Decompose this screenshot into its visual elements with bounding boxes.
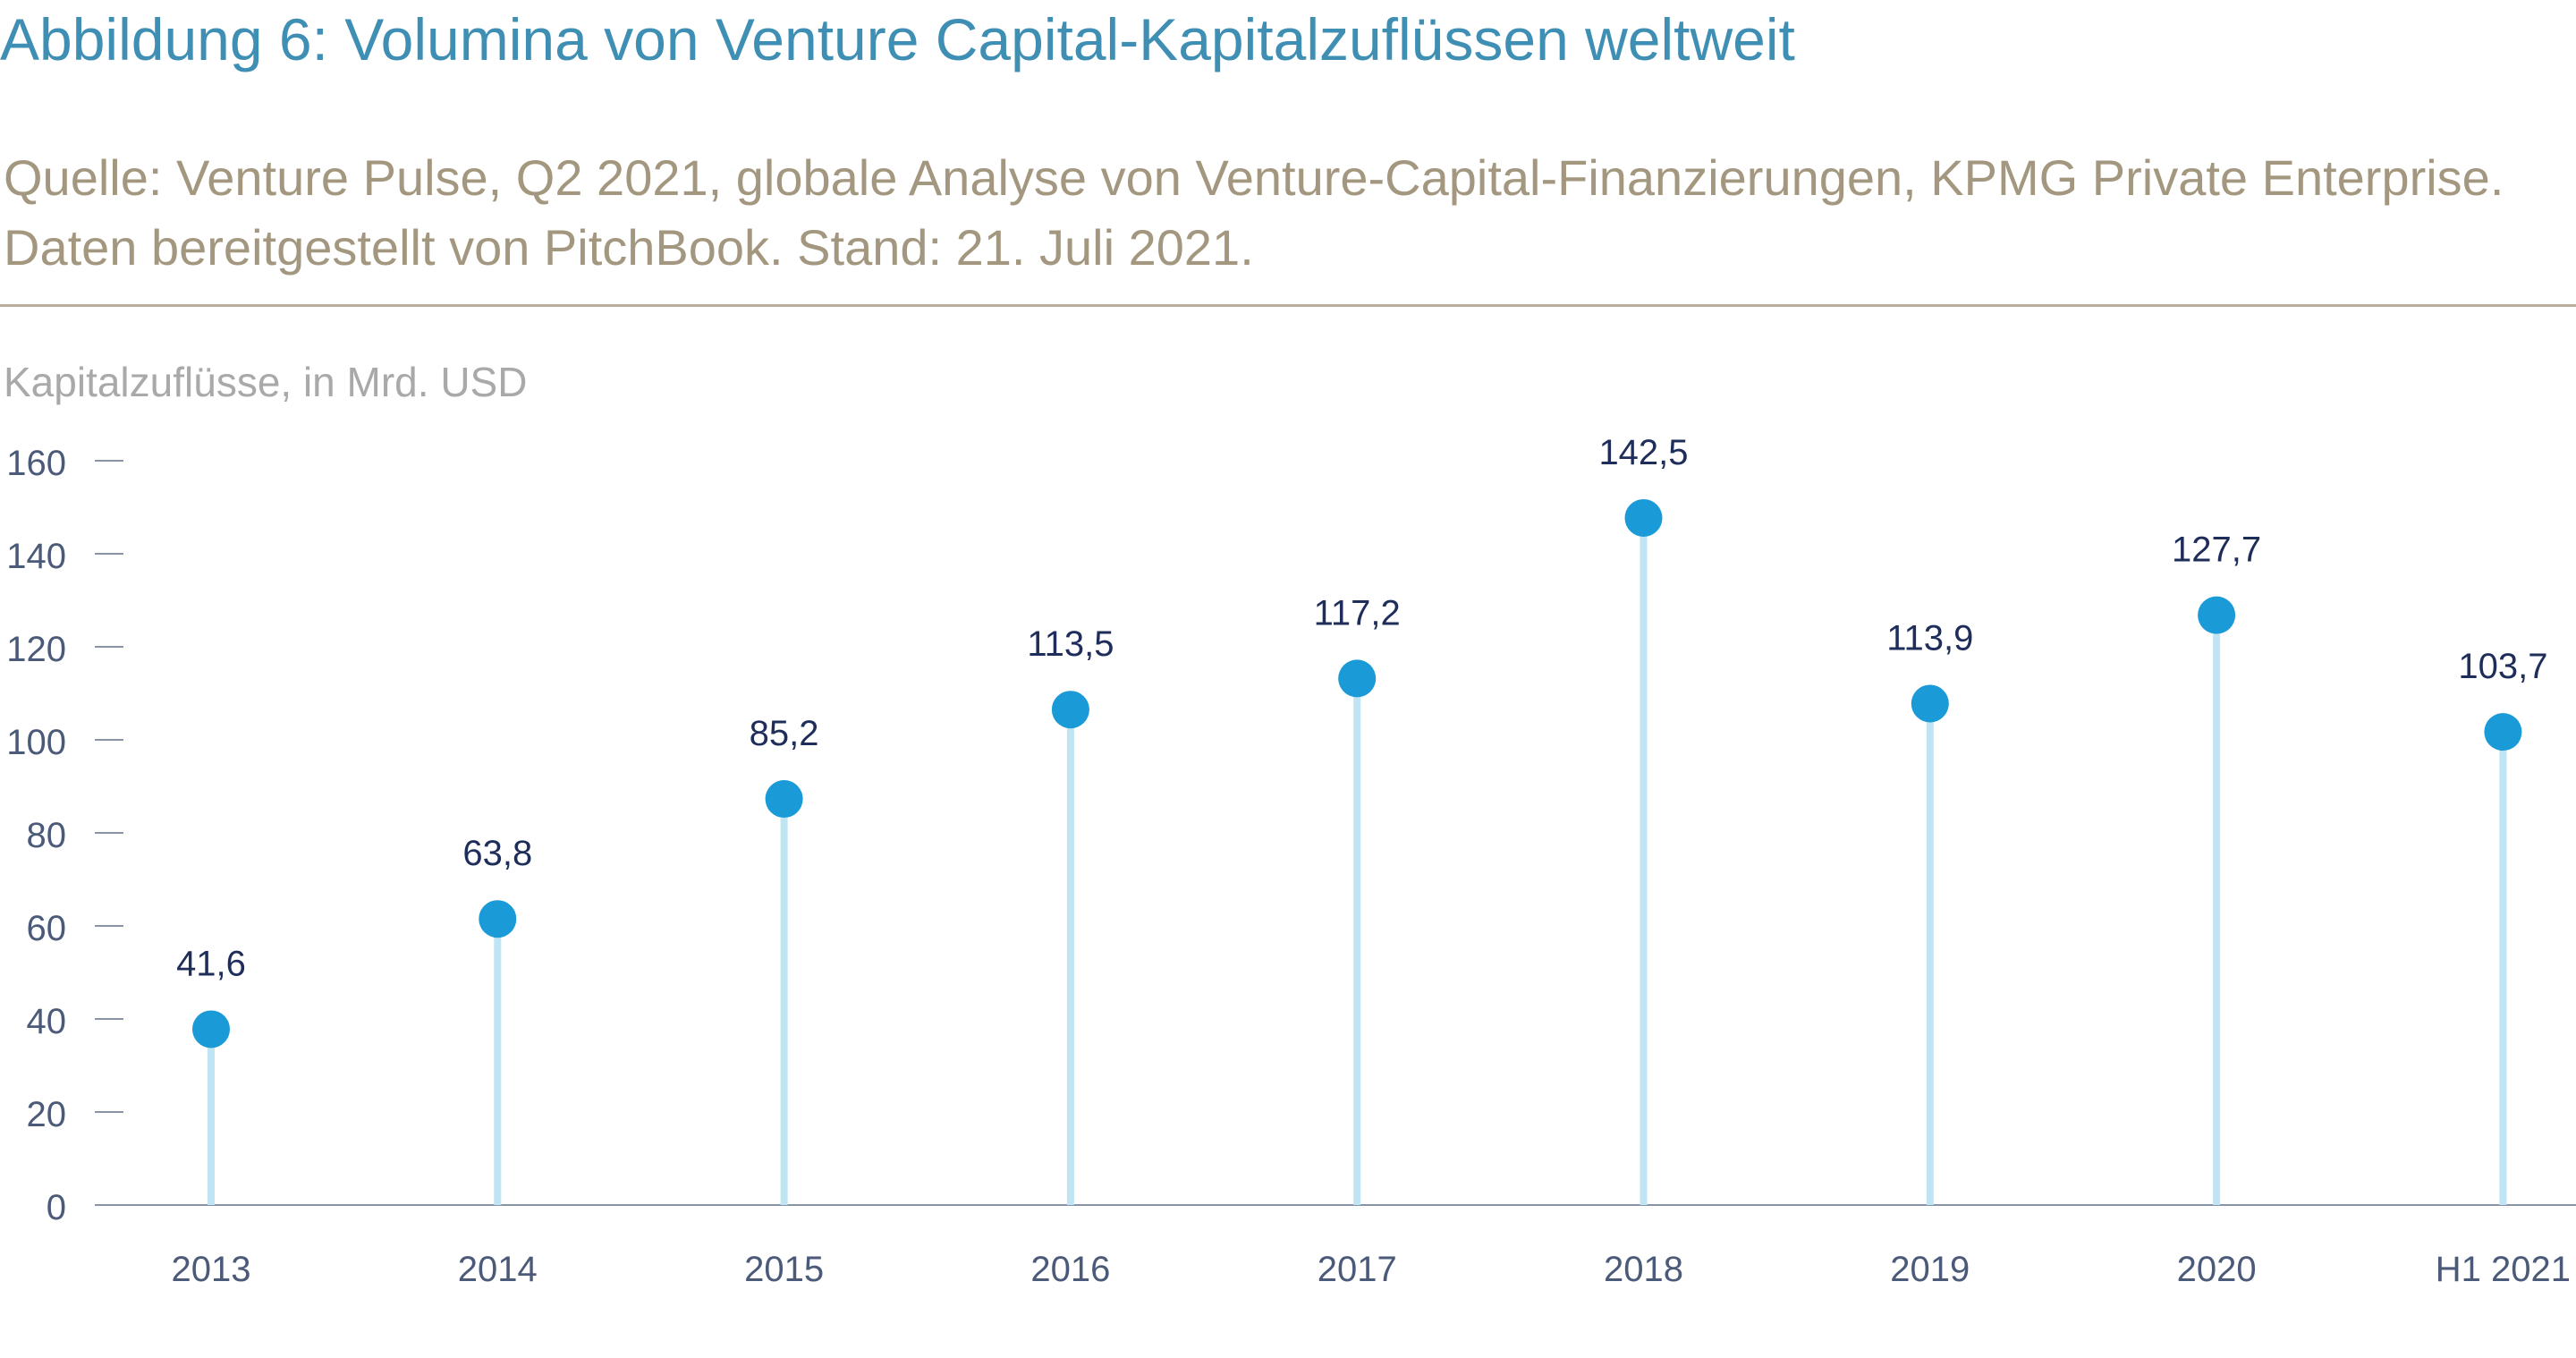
- lollipop-marker: [2198, 596, 2236, 634]
- lollipop-marker: [192, 1010, 230, 1048]
- y-tick-label: 80: [27, 816, 67, 855]
- data-label: 85,2: [750, 714, 819, 753]
- lollipop-marker: [1624, 498, 1663, 537]
- data-label: 113,9: [1886, 618, 1973, 658]
- lollipop-marker: [765, 780, 803, 819]
- data-label: 142,5: [1598, 433, 1688, 472]
- data-label: 127,7: [2172, 530, 2261, 570]
- y-tick-label: 120: [6, 630, 66, 669]
- data-label: 103,7: [2458, 647, 2547, 686]
- x-tick-label: 2015: [744, 1250, 824, 1289]
- data-label: 117,2: [1314, 593, 1401, 632]
- x-tick-label: 2013: [172, 1250, 251, 1289]
- x-tick-label: 2017: [1318, 1250, 1397, 1289]
- y-tick-label: 160: [6, 444, 66, 483]
- y-axis-label: Kapitalzuflüsse, in Mrd. USD: [4, 359, 528, 405]
- x-tick-label: 2018: [1604, 1250, 1683, 1289]
- x-tick-label: 2016: [1030, 1250, 1110, 1289]
- lollipop-marker: [1911, 684, 1949, 723]
- x-tick-label: 2019: [1890, 1250, 1970, 1289]
- x-tick-label: 2020: [2177, 1250, 2257, 1289]
- data-label: 63,8: [462, 834, 532, 873]
- lollipop-marker: [479, 900, 517, 938]
- y-tick-label: 140: [6, 537, 66, 576]
- x-tick-label: H1 2021: [2436, 1250, 2571, 1289]
- y-tick-label: 60: [27, 909, 67, 948]
- y-tick-label: 0: [47, 1188, 66, 1227]
- lollipop-marker: [1051, 691, 1089, 729]
- lollipop-marker: [1338, 659, 1377, 698]
- data-label: 113,5: [1027, 624, 1114, 664]
- y-tick-label: 40: [27, 1002, 67, 1041]
- lollipop-marker: [2484, 713, 2522, 751]
- source-note: Quelle: Venture Pulse, Q2 2021, globale …: [4, 149, 2504, 276]
- y-tick-label: 100: [6, 723, 66, 762]
- chart-title: Abbildung 6: Volumina von Venture Capita…: [0, 6, 1795, 72]
- data-label: 41,6: [176, 944, 246, 983]
- divider: [0, 304, 2576, 307]
- x-tick-label: 2014: [458, 1250, 538, 1289]
- y-tick-label: 20: [27, 1095, 67, 1134]
